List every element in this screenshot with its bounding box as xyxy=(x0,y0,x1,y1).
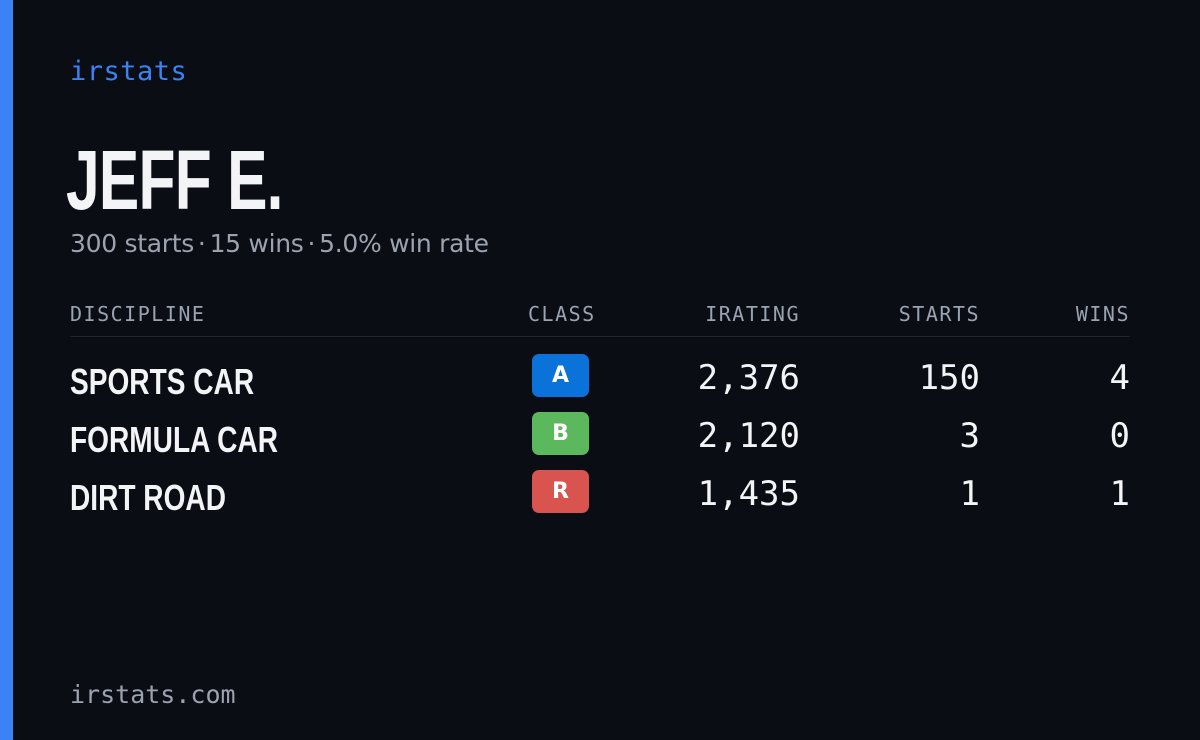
wins-value: 0 xyxy=(1109,416,1130,456)
driver-name: JEFF E. xyxy=(66,133,283,227)
table-row: FORMULA CAR B 2,120 3 0 xyxy=(0,408,1200,466)
footer-url: irstats.com xyxy=(70,680,236,709)
header-wins: WINS xyxy=(1075,302,1130,326)
header-discipline: DISCIPLINE xyxy=(70,302,206,326)
class-badge: A xyxy=(532,354,589,397)
summary-win-rate: 5.0% win rate xyxy=(319,229,489,258)
class-badge: R xyxy=(532,470,589,513)
table-row: DIRT ROAD R 1,435 1 1 xyxy=(0,466,1200,524)
irating-value: 2,376 xyxy=(697,358,800,398)
header-starts: STARTS xyxy=(898,302,980,326)
table-row: SPORTS CAR A 2,376 150 4 xyxy=(0,350,1200,408)
summary-starts: 300 starts xyxy=(70,229,194,258)
irating-value: 1,435 xyxy=(697,474,800,514)
class-badge: B xyxy=(532,412,589,455)
brand-logo-text: irstats xyxy=(70,56,188,87)
starts-value: 150 xyxy=(918,358,980,398)
accent-bar xyxy=(0,0,13,740)
header-divider xyxy=(70,336,1130,337)
discipline-name: SPORTS CAR xyxy=(70,361,255,402)
starts-value: 1 xyxy=(959,474,980,514)
header-class: CLASS xyxy=(528,302,596,326)
irating-value: 2,120 xyxy=(697,416,800,456)
starts-value: 3 xyxy=(959,416,980,456)
header-irating: IRATING xyxy=(705,302,800,326)
driver-summary: 300 starts · 15 wins · 5.0% win rate xyxy=(70,229,489,258)
summary-separator: · xyxy=(307,229,316,258)
wins-value: 1 xyxy=(1109,474,1130,514)
summary-separator: · xyxy=(197,229,206,258)
discipline-name: DIRT ROAD xyxy=(70,477,226,518)
wins-value: 4 xyxy=(1109,358,1130,398)
discipline-name: FORMULA CAR xyxy=(70,419,278,460)
summary-wins: 15 wins xyxy=(209,229,304,258)
